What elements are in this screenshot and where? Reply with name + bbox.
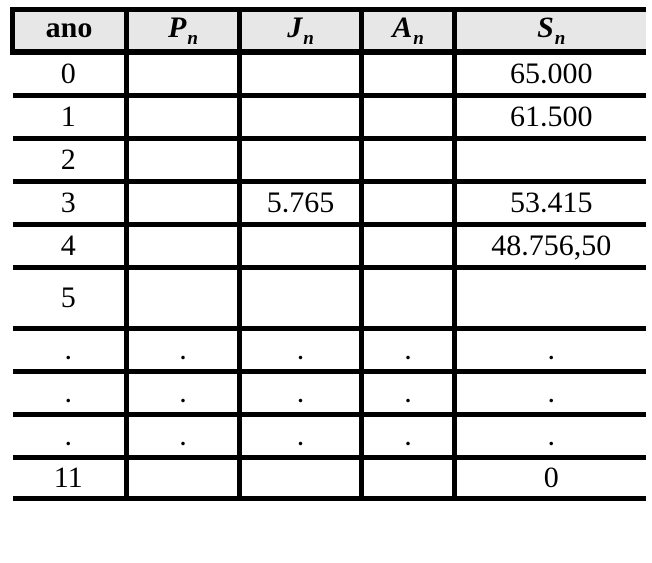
column-subscript: n <box>413 28 424 49</box>
cell-jn: . <box>237 326 362 374</box>
cell-jn <box>237 49 362 98</box>
table-row-year-2: 2 <box>12 136 646 184</box>
column-header-jn: Jn <box>237 7 362 55</box>
cell-sn: . <box>452 412 646 460</box>
cell-an <box>359 222 455 270</box>
header-row: ano Pn Jn An Sn <box>10 7 646 55</box>
cell-jn <box>237 222 362 270</box>
cell-ano: 11 <box>12 455 127 501</box>
cell-an <box>359 49 455 98</box>
cell-sn: 61.500 <box>452 93 646 141</box>
cell-pn: . <box>124 326 240 374</box>
cell-sn <box>452 265 646 331</box>
column-label: P <box>168 11 187 44</box>
column-subscript: n <box>554 28 566 49</box>
cell-ano: . <box>12 412 127 460</box>
cell-ano: 4 <box>12 222 127 270</box>
column-header-an: An <box>359 7 455 55</box>
table-row-ellipsis: . . . . . <box>12 412 646 460</box>
cell-pn <box>124 93 240 141</box>
cell-jn <box>237 136 362 184</box>
column-label: S <box>537 11 554 44</box>
cell-jn <box>237 265 362 331</box>
cell-ano: 5 <box>12 265 127 331</box>
cell-sn: 53.415 <box>452 179 646 227</box>
column-header-ano: ano <box>10 7 127 55</box>
cell-pn: . <box>124 369 240 417</box>
table-row-year-11: 11 0 <box>12 455 646 501</box>
column-subscript: n <box>187 28 198 49</box>
cell-ano: 1 <box>12 93 127 141</box>
cell-pn <box>124 455 240 501</box>
cell-sn: 65.000 <box>452 49 646 98</box>
column-label: J <box>287 11 303 44</box>
column-header-pn: Pn <box>124 7 240 55</box>
cell-ano: 2 <box>12 136 127 184</box>
cell-jn <box>237 455 362 501</box>
table-row-year-1: 1 61.500 <box>12 93 646 141</box>
cell-an: . <box>359 369 455 417</box>
amortization-table: ano Pn Jn An Sn 0 65.000 1 61.500 <box>10 7 646 501</box>
cell-ano: 0 <box>12 49 127 98</box>
table-row-ellipsis: . . . . . <box>12 369 646 417</box>
cell-pn: . <box>124 412 240 460</box>
cell-jn: . <box>237 369 362 417</box>
cell-pn <box>124 49 240 98</box>
cell-ano: . <box>12 326 127 374</box>
column-label: ano <box>45 11 93 44</box>
cell-pn <box>124 222 240 270</box>
cell-pn <box>124 265 240 331</box>
cell-an <box>359 179 455 227</box>
cell-an: . <box>359 326 455 374</box>
cell-ano: . <box>12 369 127 417</box>
cell-sn: 0 <box>452 455 646 501</box>
cell-pn <box>124 179 240 227</box>
cell-jn: 5.765 <box>237 179 362 227</box>
cell-an <box>359 93 455 141</box>
cell-an <box>359 265 455 331</box>
column-header-sn: Sn <box>452 7 646 55</box>
cell-an <box>359 136 455 184</box>
column-label: A <box>392 11 413 44</box>
cell-sn: 48.756,50 <box>452 222 646 270</box>
cell-jn: . <box>237 412 362 460</box>
cell-sn: . <box>452 369 646 417</box>
cell-jn <box>237 93 362 141</box>
column-subscript: n <box>303 28 314 49</box>
table-row-year-0: 0 65.000 <box>12 49 646 98</box>
table-row-year-4: 4 48.756,50 <box>12 222 646 270</box>
cell-an: . <box>359 412 455 460</box>
table-row-year-5: 5 <box>12 265 646 331</box>
cell-sn <box>452 136 646 184</box>
table-row-ellipsis: . . . . . <box>12 326 646 374</box>
cell-sn: . <box>452 326 646 374</box>
cell-an <box>359 455 455 501</box>
cell-pn <box>124 136 240 184</box>
cell-ano: 3 <box>12 179 127 227</box>
table-row-year-3: 3 5.765 53.415 <box>12 179 646 227</box>
